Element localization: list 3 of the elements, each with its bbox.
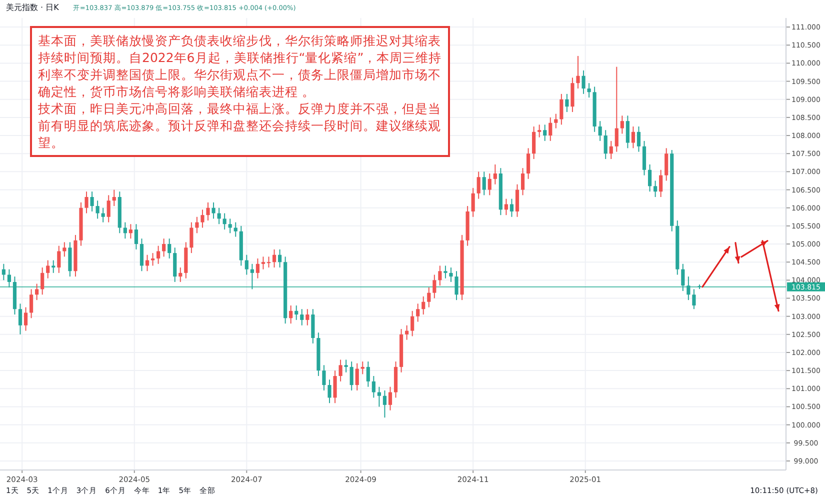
chart-title: 美元指数 · 日K bbox=[6, 3, 60, 12]
annotation: 基本面，美联储放慢资产负债表收缩步伐，华尔街策略师推迟对其缩表持续时间预期。自2022年6月起，美联储推行“量化紧缩”，本周三维持利率不变并调整国债上限。华尔街观点不一，债务上限僵局增加市场不确定性，货币市场信号将影响美联储缩表进程 。 bbox=[38, 32, 442, 100]
annotation: 技术面，昨日美元冲高回落，最终中福上涨。反弹力度并不强，但是当前有明显的筑底迹象。预计反弹和盘整还会持续一段时间。建议继续观望。 bbox=[38, 100, 442, 151]
